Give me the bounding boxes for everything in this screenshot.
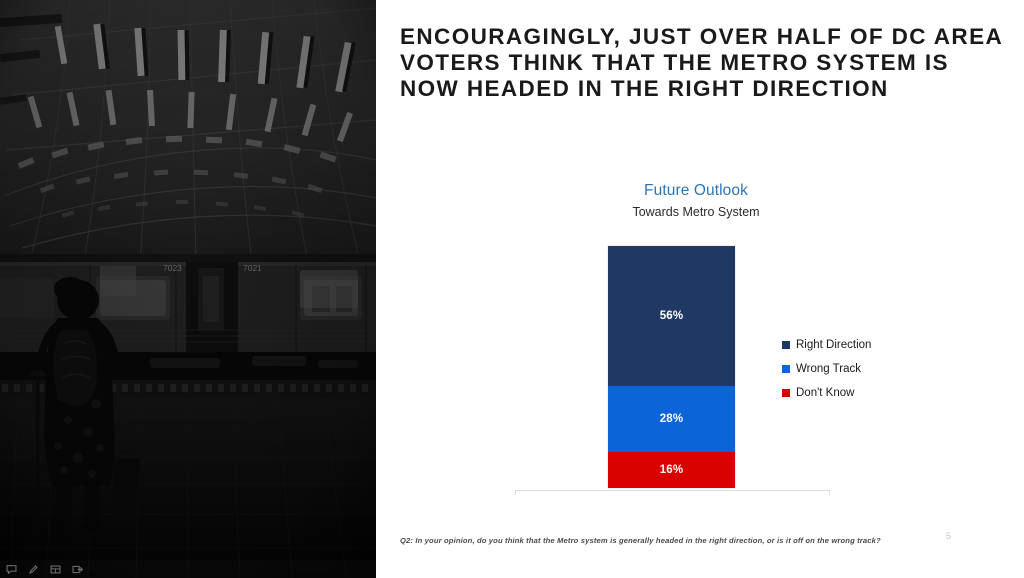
- legend-item-right-direction[interactable]: Right Direction: [782, 333, 871, 357]
- metro-station-photo-graphic: 7023 7021: [0, 0, 376, 578]
- slide-headline: Encouragingly, just over half of DC area…: [400, 24, 1003, 101]
- bar-label-right-direction: 56%: [659, 309, 684, 322]
- stacked-bar-chart: Future Outlook Towards Metro System 56% …: [376, 0, 1024, 578]
- axis-tick-right: [829, 490, 830, 495]
- bar-segment-dont-know[interactable]: 16%: [608, 451, 735, 489]
- slides-icon[interactable]: [50, 564, 61, 575]
- legend-label-dont-know: Don't Know: [796, 387, 855, 399]
- page-number: 5: [946, 531, 952, 541]
- chart-plot-area: 56% 28% 16%: [515, 240, 830, 495]
- legend-swatch-wrong-track: [782, 365, 790, 373]
- stacked-bar: 56% 28% 16%: [608, 246, 735, 489]
- bar-label-dont-know: 16%: [659, 463, 684, 476]
- chart-legend: Right Direction Wrong Track Don't Know: [782, 333, 871, 405]
- survey-question-footnote: Q2: In your opinion, do you think that t…: [400, 536, 881, 545]
- comment-icon[interactable]: [6, 564, 17, 575]
- slide-content: Encouragingly, just over half of DC area…: [376, 0, 1024, 578]
- pen-icon[interactable]: [28, 564, 39, 575]
- legend-swatch-dont-know: [782, 389, 790, 397]
- chart-title: Future Outlook: [644, 182, 748, 199]
- legend-item-wrong-track[interactable]: Wrong Track: [782, 357, 871, 381]
- app-toolbar[interactable]: [0, 560, 376, 578]
- chart-subtitle: Towards Metro System: [632, 205, 760, 219]
- bar-segment-right-direction[interactable]: 56%: [608, 246, 735, 386]
- bar-segment-wrong-track[interactable]: 28%: [608, 385, 735, 452]
- bar-label-wrong-track: 28%: [659, 412, 684, 425]
- exit-icon[interactable]: [72, 564, 83, 575]
- legend-item-dont-know[interactable]: Don't Know: [782, 381, 871, 405]
- category-axis-line: [515, 490, 830, 491]
- metro-station-photo: 7023 7021: [0, 0, 376, 578]
- legend-swatch-right-direction: [782, 341, 790, 349]
- legend-label-right-direction: Right Direction: [796, 339, 872, 351]
- axis-tick-left: [515, 490, 516, 495]
- legend-label-wrong-track: Wrong Track: [796, 363, 861, 375]
